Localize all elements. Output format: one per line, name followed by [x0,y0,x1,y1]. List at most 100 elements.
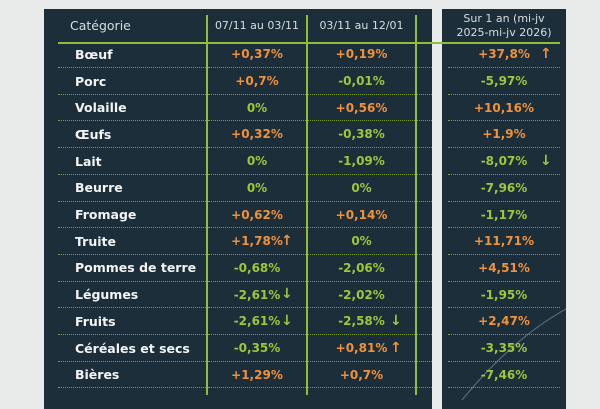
p1-cell: -0,35% [233,341,281,356]
row-separator [448,280,560,282]
year-cell: +11,71% [473,234,535,249]
row-separator [58,280,206,282]
row-separator [417,147,432,149]
header-year: Sur 1 an (mi-jv 2025-mi-jv 2026) [442,9,566,42]
arrow-down-icon: ↓ [281,286,293,303]
row-separator [417,280,432,282]
row-separator [208,120,306,122]
arrow-up-icon: ↑ [390,339,402,356]
p2-cell: 0% [351,180,372,195]
category-cell: Fruits [75,313,116,329]
row-separator [448,360,560,362]
row-separator [417,253,432,255]
row-separator [208,307,306,309]
row-separator [308,307,415,309]
header-year-line2: 2025-mi-jv 2026) [456,25,552,39]
arrow-down-icon: ↓ [281,313,293,329]
row-separator [208,147,306,149]
row-separator [308,387,415,389]
category-cell: Lait [75,153,102,169]
p1-cell: 0% [246,154,268,169]
p1-cell: 0% [246,100,268,115]
row-separator [448,227,560,229]
year-cell: -5,97% [480,74,528,89]
p1-cell: -0,68% [233,260,281,275]
p2-cell: -0,01% [338,74,385,89]
row-separator [448,93,560,95]
year-cell: -7,96% [480,180,528,195]
row-separator [448,253,560,255]
p2-cell: +0,7% [339,367,384,382]
row-separator [208,227,306,229]
table-row: Fromage +0,62% +0,14% -1,17% [0,201,600,229]
category-cell: Pommes de terre [75,260,197,276]
category-cell: Volaille [75,100,127,116]
table-row: Œufs +0,32% -0,38% +1,9% [0,121,600,149]
header-period1: 07/11 au 03/11 [214,18,300,32]
header-category: Catégorie [70,17,131,33]
p1-cell: +0,37% [231,47,283,62]
year-cell: -1,95% [480,287,528,302]
p2-cell: -2,06% [338,260,385,275]
year-cell: -7,46% [480,367,528,382]
main-table-panel [44,9,432,409]
row-separator [58,307,206,309]
year-cell: +37,8% [478,47,530,62]
p1-cell: +0,32% [231,127,283,142]
row-separator [58,227,206,229]
p2-cell: 0% [351,234,372,249]
row-separator [208,200,306,202]
row-separator [208,387,306,389]
category-cell: Bœuf [75,46,113,62]
category-cell: Truite [75,233,116,249]
table-row: Lait 0% -1,09% -8,07% ↓ [0,148,600,175]
row-separator [417,227,432,229]
table-row: Bières +1,29% +0,7% -7,46% [0,361,600,389]
category-cell: Fromage [75,207,137,223]
row-separator [58,147,206,149]
row-separator [448,334,560,335]
row-separator [58,200,206,202]
row-separator [208,280,306,282]
header-rule [58,42,520,44]
row-separator [417,93,432,95]
row-separator [448,173,560,175]
p1-cell: 0% [246,180,268,195]
row-separator [308,173,415,175]
year-cell: -3,35% [480,341,528,356]
p1-cell: +1,29% [231,367,283,382]
row-separator [308,334,415,335]
arrow-down-icon: ↓ [540,152,552,169]
arrow-up-icon: ↑ [540,46,552,62]
row-separator [58,360,206,362]
row-separator [448,200,560,202]
row-separator [417,360,432,362]
row-separator [308,120,415,122]
p1-cell: +0,7% [235,74,279,89]
p2-cell: +0,81% [335,341,388,356]
row-separator [58,120,206,122]
p2-cell: -2,02% [338,287,385,302]
p2-cell: +0,19% [335,47,388,62]
row-separator [58,253,206,255]
table-row: Volaille 0% +0,56% +10,16% [0,94,600,122]
row-separator [208,173,306,175]
row-separator [448,147,560,149]
row-separator [208,93,306,95]
row-separator [448,67,560,68]
row-separator [308,280,415,282]
table-row: Bœuf +0,37% +0,19% +37,8% ↑ [0,41,600,68]
row-separator [58,387,206,389]
header-period2-text: 03/11 au 12/01 [319,18,404,32]
column-divider [306,15,308,395]
row-separator [448,120,560,122]
row-separator [448,387,560,389]
table-row: Beurre 0% 0% -7,96% [0,175,600,202]
row-separator [417,173,432,175]
table-row: Fruits -2,61% ↓ -2,58% ↓ +2,47% [0,308,600,335]
decorative-curve [461,308,566,400]
row-separator [417,387,432,389]
table-row: Céréales et secs -0,35% +0,81% ↑ -3,35% [0,335,600,362]
category-cell: Légumes [75,287,139,303]
category-cell: Œufs [75,126,112,142]
